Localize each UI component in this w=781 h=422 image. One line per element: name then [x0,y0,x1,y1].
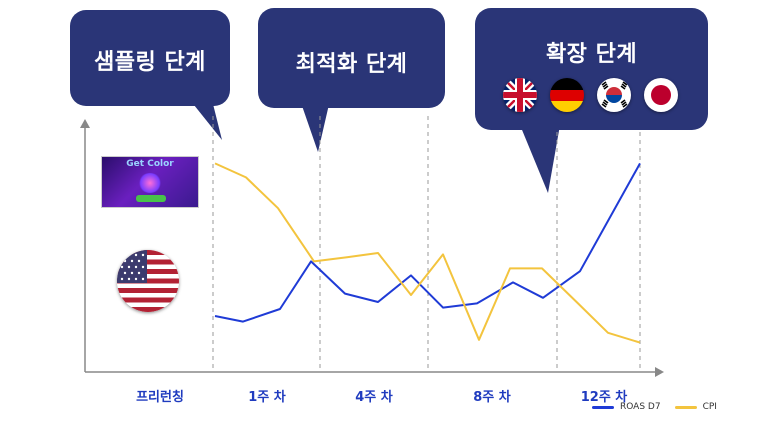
callout-title: 최적화 단계 [295,52,408,77]
legend-swatch-cpi [674,405,697,409]
callout-pointer [300,100,330,152]
callout-title: 샘플링 단계 [94,50,206,75]
thumbnail-title: Get Color [126,159,174,169]
callout-expansion: 확장 단계 [475,8,708,130]
legend-label-cpi: CPI [702,402,717,412]
x-tick-label: 프리런칭 [136,390,184,405]
callout-pointer [520,125,560,193]
thumbnail-play-button [136,195,166,202]
x-tick-label: 1주 차 [248,390,286,405]
usa-flag-icon [117,250,179,312]
legend-swatch-roas [592,405,614,409]
callout-sampling: 샘플링 단계 [70,10,230,106]
series-line-cpi [214,162,641,344]
x-tick-label: 12주 차 [580,390,628,405]
germany-flag-icon [550,78,584,112]
x-axis-arrow [655,367,664,377]
legend: ROAS D7 CPI [592,402,717,412]
series-line-roas [214,162,641,323]
korea-flag-icon [597,78,631,112]
x-tick-label: 8주 차 [473,390,511,405]
y-axis-arrow [80,119,90,128]
x-tick-label: 4주 차 [355,390,393,405]
callout-optimization: 최적화 단계 [258,8,445,108]
callout-title: 확장 단계 [545,42,638,67]
game-thumbnail: Get Color [101,156,199,208]
japan-flag-icon [644,78,678,112]
uk-flag-icon [503,78,537,112]
thumbnail-art [138,173,162,193]
callout-pointer [190,100,222,140]
legend-label-roas: ROAS D7 [620,402,661,412]
